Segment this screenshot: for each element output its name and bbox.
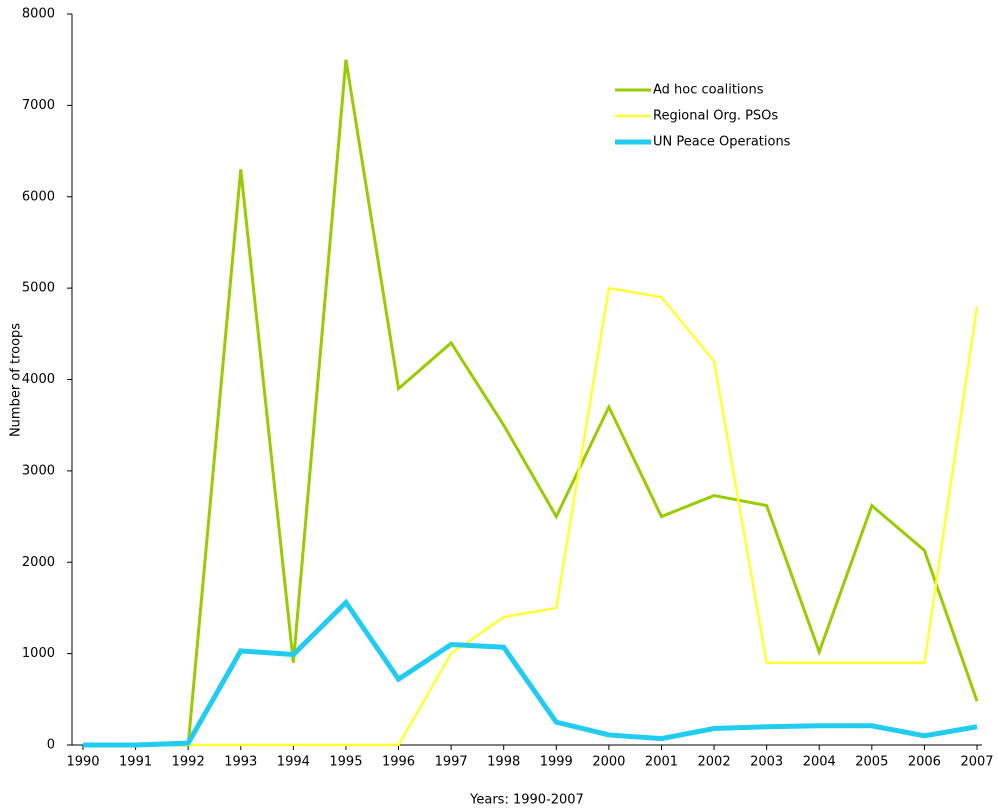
x-tick-label: 1996 — [382, 755, 415, 770]
series-line — [83, 286, 979, 747]
series-line — [83, 59, 979, 747]
x-tick-label: 1999 — [540, 755, 573, 770]
x-tick-label: 2003 — [750, 755, 783, 770]
series-line — [83, 598, 978, 748]
x-tick-label: 2005 — [855, 755, 888, 770]
x-tick-label: 1994 — [277, 755, 310, 770]
y-tick-label: 5000 — [22, 281, 55, 296]
x-tick-label: 1992 — [172, 755, 205, 770]
x-tick-label: 2006 — [908, 755, 941, 770]
x-tick-label: 2001 — [645, 755, 678, 770]
x-tick-label: 2002 — [698, 755, 731, 770]
y-tick-label: 2000 — [22, 555, 55, 570]
x-tick-label: 1995 — [329, 755, 362, 770]
y-tick-label: 3000 — [22, 463, 55, 478]
y-tick-label: 1000 — [22, 646, 55, 661]
legend-label: Ad hoc coalitions — [653, 83, 764, 98]
y-tick-label: 8000 — [22, 7, 55, 22]
x-tick-label: 1998 — [487, 755, 520, 770]
legend-label: UN Peace Operations — [653, 135, 791, 150]
x-tick-label: 2000 — [592, 755, 625, 770]
y-tick-label: 6000 — [22, 189, 55, 204]
x-tick-label: 2004 — [803, 755, 836, 770]
y-tick-label: 7000 — [22, 98, 55, 113]
y-tick-label: 4000 — [22, 372, 55, 387]
x-tick-label: 1991 — [119, 755, 152, 770]
y-tick-label: 0 — [47, 738, 55, 753]
legend-label: Regional Org. PSOs — [653, 109, 778, 124]
x-tick-label: 1993 — [224, 755, 257, 770]
x-tick-label: 1997 — [435, 755, 468, 770]
y-axis-label: Number of troops — [9, 323, 24, 437]
x-tick-label: 2007 — [960, 755, 993, 770]
x-axis-label: Years: 1990-2007 — [469, 793, 584, 808]
x-tick-label: 1990 — [66, 755, 99, 770]
